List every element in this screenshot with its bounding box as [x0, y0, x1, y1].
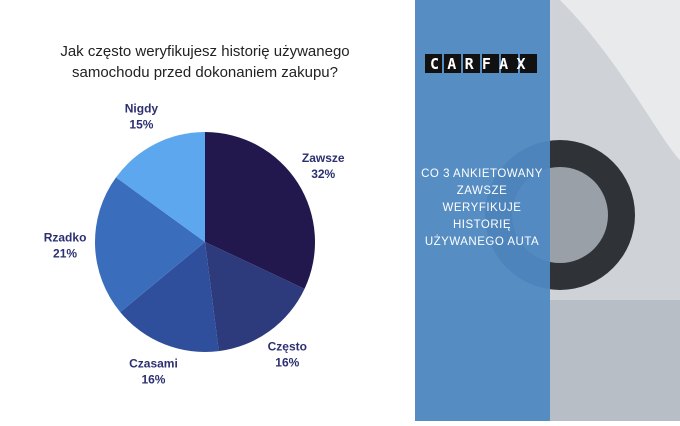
panel-text: CO 3 ANKIETOWANY ZAWSZE WERYFIKUJE HISTORIĘ…: [421, 168, 543, 248]
slice-value: 16%: [141, 372, 165, 386]
logo-box: [520, 54, 537, 73]
logo-box: [501, 54, 518, 73]
slice-label: Często: [268, 339, 307, 353]
car-body: [560, 0, 680, 160]
panel-text-line: UŻYWANEGO AUTA: [425, 235, 539, 248]
pie-slice: [205, 132, 315, 289]
pie-slice: [116, 132, 205, 242]
slice-value: 15%: [129, 117, 153, 131]
logo-box: [425, 54, 442, 73]
slice-label: Czasami: [129, 356, 178, 370]
chart-title: samochodu przed dokonaniem zakupu?: [72, 64, 338, 81]
pie-chart: Zawsze 32% Często 16% Czasami 16% Rzadko 21% Nig…: [44, 101, 345, 386]
logo-box: [463, 54, 480, 73]
panel-text-line: ZAWSZE: [457, 185, 508, 197]
slice-label: Nigdy: [125, 101, 159, 115]
slice-value: 16%: [275, 355, 299, 369]
pie-slice: [205, 242, 305, 352]
panel-text-line: CO 3 ANKIETOWANY: [421, 168, 543, 180]
slice-label: Zawsze: [302, 151, 345, 165]
slice-label: Rzadko: [44, 231, 87, 245]
pie-slice: [120, 242, 219, 352]
logo-box: [444, 54, 461, 73]
slice-value: 21%: [53, 247, 77, 261]
slice-value: 32%: [311, 167, 335, 181]
panel-text-line: HISTORIĘ: [453, 219, 511, 231]
pie-slice: [95, 177, 205, 313]
carfax-logo: CARFAX: [425, 54, 537, 73]
panel-text-line: WERYFIKUJE: [443, 202, 522, 214]
chart-title: Jak często weryfikujesz historię używane…: [60, 43, 349, 60]
logo-box: [482, 54, 499, 73]
